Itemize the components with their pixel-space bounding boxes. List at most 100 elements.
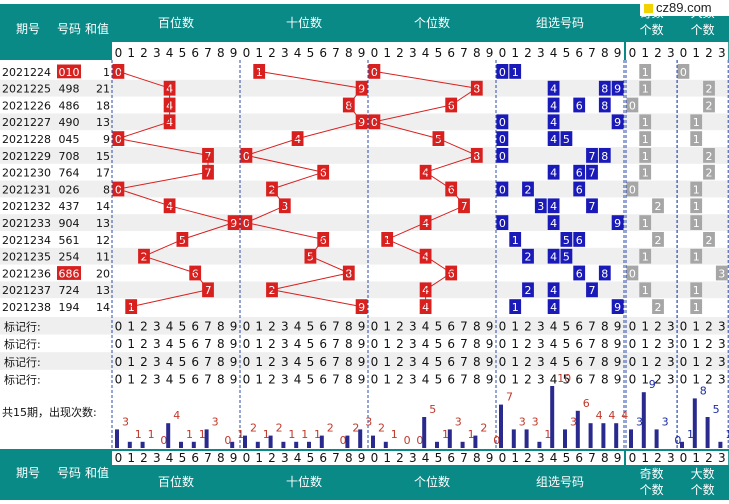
group-count-bar (601, 423, 606, 448)
group-mark-label: 2 (525, 251, 532, 264)
tens-trend-line (246, 222, 324, 240)
digit-header: 3 (718, 46, 726, 60)
group-mark (598, 80, 611, 96)
number-footer: 号码 (57, 466, 81, 480)
digit-footer: 2 (268, 451, 276, 465)
units-count-label: 1 (391, 428, 398, 441)
units-mark-label: 4 (422, 301, 429, 314)
marker-digit: 4 (166, 372, 174, 386)
digit-header: 9 (230, 46, 238, 60)
group-mark (547, 215, 560, 230)
marker-digit: 7 (332, 320, 340, 334)
marker-digit: 2 (654, 355, 662, 369)
digit-footer: 6 (575, 451, 583, 465)
units-count-bar (422, 417, 427, 448)
odd-mark (639, 80, 652, 96)
group-mark (586, 148, 598, 163)
marker-digit: 0 (115, 337, 123, 351)
group-mark-label: 2 (525, 284, 532, 297)
group-mark (509, 64, 522, 79)
group-header-group: 组选号码 (536, 16, 584, 30)
group-mark (598, 148, 611, 163)
marker-digit: 3 (667, 355, 675, 369)
odd-mark (652, 198, 664, 214)
marker-digit: 6 (575, 372, 583, 386)
marker-digit: 3 (537, 337, 545, 351)
odd-mark-label: 0 (629, 267, 636, 280)
big-mark-label: 2 (706, 99, 713, 112)
hundreds-mark-label: 0 (115, 183, 122, 196)
marker-digit: 7 (460, 320, 468, 334)
group-mark (496, 114, 509, 130)
marker-digit: 6 (575, 337, 583, 351)
marker-digit: 9 (230, 337, 238, 351)
marker-digit: 9 (486, 372, 494, 386)
marker-digit: 2 (705, 320, 713, 334)
digit-header: 8 (217, 46, 225, 60)
marker-digit: 1 (255, 337, 263, 351)
units-trend-line (438, 138, 478, 156)
odd-mark (639, 148, 652, 163)
digit-footer: 5 (435, 451, 443, 465)
marker-digit: 6 (191, 372, 199, 386)
marker-digit: 4 (550, 372, 558, 386)
group-mark-label: 6 (576, 234, 583, 247)
group-mark-label: 4 (550, 83, 557, 96)
odd-mark-label: 1 (642, 116, 649, 129)
marker-digit: 6 (575, 320, 583, 334)
number-cell: 490 (59, 116, 80, 129)
marker-digit: 2 (396, 355, 404, 369)
sum-cell: 14 (96, 200, 110, 213)
odd-mark (639, 131, 652, 146)
marker-digit: 3 (718, 355, 726, 369)
sum-cell: 13 (96, 116, 110, 129)
group-mark-label: 2 (525, 183, 532, 196)
marker-digit: 3 (667, 372, 675, 386)
group-mark (547, 114, 560, 130)
marker-digit: 3 (281, 337, 289, 351)
digit-header-band (626, 42, 678, 60)
marker-digit: 0 (243, 320, 251, 334)
units-trend-line (425, 171, 452, 190)
hundreds-count-label: 3 (212, 415, 219, 428)
tens-mark-label: 6 (320, 234, 327, 247)
digit-header: 2 (524, 46, 532, 60)
row-stripe (0, 214, 729, 231)
units-count-bar (447, 429, 452, 448)
group-mark-label: 3 (537, 200, 544, 213)
big-header-bottom: 个数 (691, 22, 715, 37)
issue-cell: 2021238 (2, 301, 51, 314)
digit-header: 7 (460, 46, 468, 60)
big-count-label: 1 (725, 428, 729, 441)
highlight-number-bg (57, 266, 81, 280)
digit-header: 5 (307, 46, 315, 60)
issue-cell: 2021224 (2, 66, 51, 79)
marker-digit: 6 (319, 355, 327, 369)
big-mark-label: 1 (693, 200, 700, 213)
marker-digit: 2 (524, 337, 532, 351)
big-mark-label: 2 (706, 167, 713, 180)
hundreds-trend-line (118, 188, 170, 207)
digit-header: 9 (614, 46, 622, 60)
marker-digit: 2 (396, 337, 404, 351)
digit-footer: 9 (230, 451, 238, 465)
marker-digit: 3 (537, 355, 545, 369)
marker-digit: 0 (629, 320, 637, 334)
digit-footer: 0 (629, 451, 637, 465)
marker-digit: 2 (140, 320, 148, 334)
marker-digit: 3 (153, 372, 161, 386)
marker-digit: 8 (601, 355, 609, 369)
marker-digit: 8 (217, 320, 225, 334)
group-mark-label: 4 (550, 251, 557, 264)
digit-footer: 2 (140, 451, 148, 465)
digit-footer: 7 (460, 451, 468, 465)
marker-digit: 1 (692, 355, 700, 369)
hundreds-count-bar (166, 423, 171, 448)
group-mark-label: 4 (550, 284, 557, 297)
odd-mark (639, 164, 652, 180)
group-count-label: 10 (557, 372, 571, 385)
units-count-label: 1 (442, 428, 449, 441)
units-trend-line (386, 238, 426, 257)
group-mark (560, 232, 573, 247)
marker-digit: 4 (422, 337, 430, 351)
